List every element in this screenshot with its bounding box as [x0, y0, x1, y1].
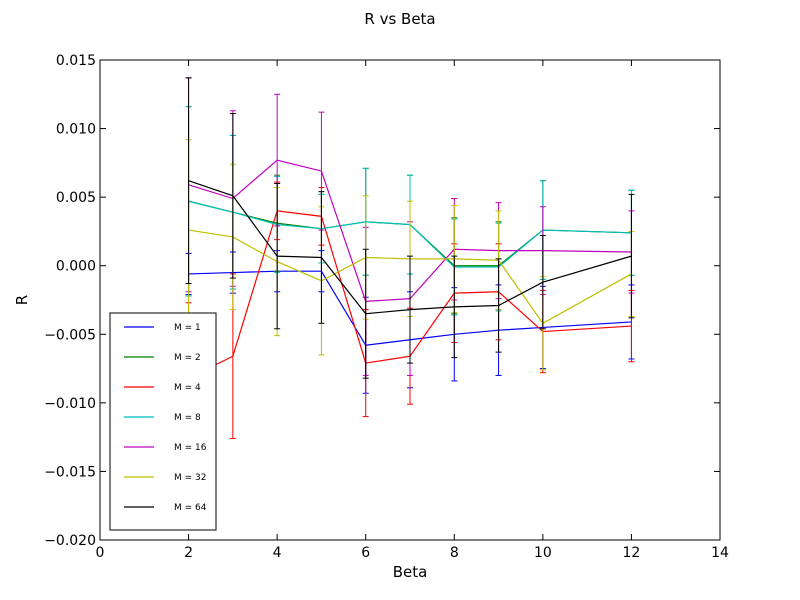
legend-label: M = 32 — [174, 473, 206, 483]
series-line — [188, 270, 632, 346]
series-line — [188, 200, 632, 268]
series-line — [188, 229, 632, 325]
y-tick-label: −0.015 — [44, 464, 96, 480]
x-axis-label: Beta — [393, 563, 428, 581]
chart-title: R vs Beta — [364, 10, 435, 28]
axis-ticks: 0 2 4 6 8 10 12 14 −0.020 −0.015 −0.010 −0.005 0.000… — [44, 53, 729, 561]
legend: M = 1 M = 2 M = 4 M = 8 M = 16 M = 32 M = 64 — [109, 312, 217, 531]
series-layer — [185, 77, 635, 455]
series-line — [188, 159, 632, 302]
legend-box — [109, 312, 217, 531]
x-tick-label: 14 — [711, 545, 729, 561]
x-tick-label: 12 — [623, 545, 641, 561]
legend-label: M = 8 — [174, 413, 201, 423]
x-tick-label: 2 — [184, 545, 193, 561]
y-tick-label: 0.010 — [56, 122, 96, 138]
y-axis-label: R — [13, 295, 31, 305]
y-tick-label: 0.005 — [56, 190, 96, 206]
series-line — [188, 180, 632, 315]
legend-label: M = 16 — [174, 443, 207, 453]
x-tick-label: 4 — [273, 545, 282, 561]
legend-label: M = 1 — [174, 323, 201, 333]
plot-frame — [99, 59, 721, 541]
y-tick-label: −0.005 — [44, 327, 96, 343]
y-tick-label: −0.020 — [44, 533, 96, 549]
series-line — [188, 210, 632, 379]
y-tick-label: 0.015 — [56, 53, 96, 69]
y-tick-label: −0.010 — [44, 396, 96, 412]
legend-label: M = 2 — [174, 353, 201, 363]
legend-label: M = 4 — [174, 383, 201, 393]
series-6 — [185, 77, 635, 379]
x-tick-label: 10 — [534, 545, 552, 561]
x-tick-label: 6 — [361, 545, 370, 561]
x-tick-label: 0 — [96, 545, 105, 561]
y-tick-label: 0.000 — [56, 259, 96, 275]
x-tick-label: 8 — [450, 545, 459, 561]
legend-label: M = 64 — [174, 503, 207, 513]
